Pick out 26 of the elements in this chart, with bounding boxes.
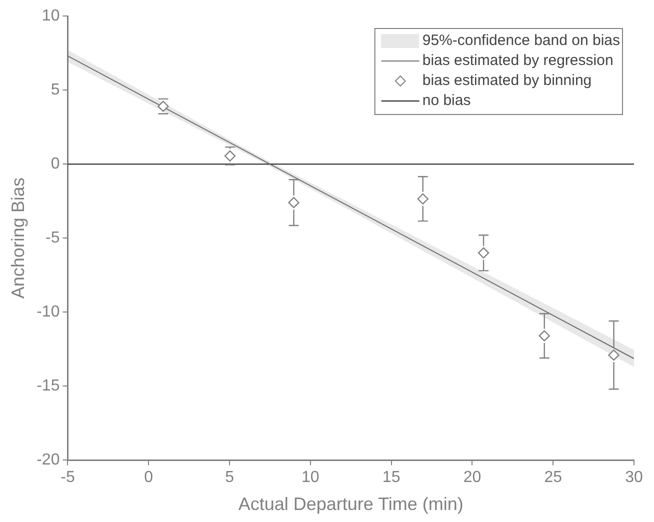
y-tick-label: -15 bbox=[36, 378, 60, 395]
y-axis-title: Anchoring Bias bbox=[8, 178, 28, 299]
point bbox=[417, 193, 428, 204]
y-tick-label: 10 bbox=[42, 7, 60, 24]
x-tick-label: 20 bbox=[463, 469, 482, 486]
y-tick-label: -5 bbox=[45, 230, 60, 247]
point bbox=[538, 330, 550, 342]
point bbox=[608, 349, 620, 361]
y-tick-label: -20 bbox=[36, 452, 60, 469]
x-tick-label: 10 bbox=[302, 469, 320, 486]
point bbox=[288, 196, 300, 208]
y-tick-label: 5 bbox=[50, 81, 60, 98]
point bbox=[224, 150, 236, 162]
x-tick-label: 0 bbox=[144, 469, 154, 486]
y-tick-label: -10 bbox=[36, 304, 60, 321]
legend-label: no bias bbox=[422, 92, 471, 110]
x-tick-label: 30 bbox=[625, 469, 643, 486]
x-tick-label: 25 bbox=[544, 469, 562, 486]
annotation: 95%-confidence band on bias bbox=[422, 32, 620, 50]
y-tick-label: 0 bbox=[50, 155, 60, 172]
x-axis-title: Actual Departure Time (min) bbox=[238, 494, 464, 514]
x-tick-label: 15 bbox=[382, 469, 400, 486]
legend-label: bias estimated by regression bbox=[422, 52, 614, 70]
x-tick-label: 5 bbox=[225, 469, 234, 486]
legend-label: bias estimated by binning bbox=[422, 72, 592, 90]
point bbox=[478, 247, 490, 259]
